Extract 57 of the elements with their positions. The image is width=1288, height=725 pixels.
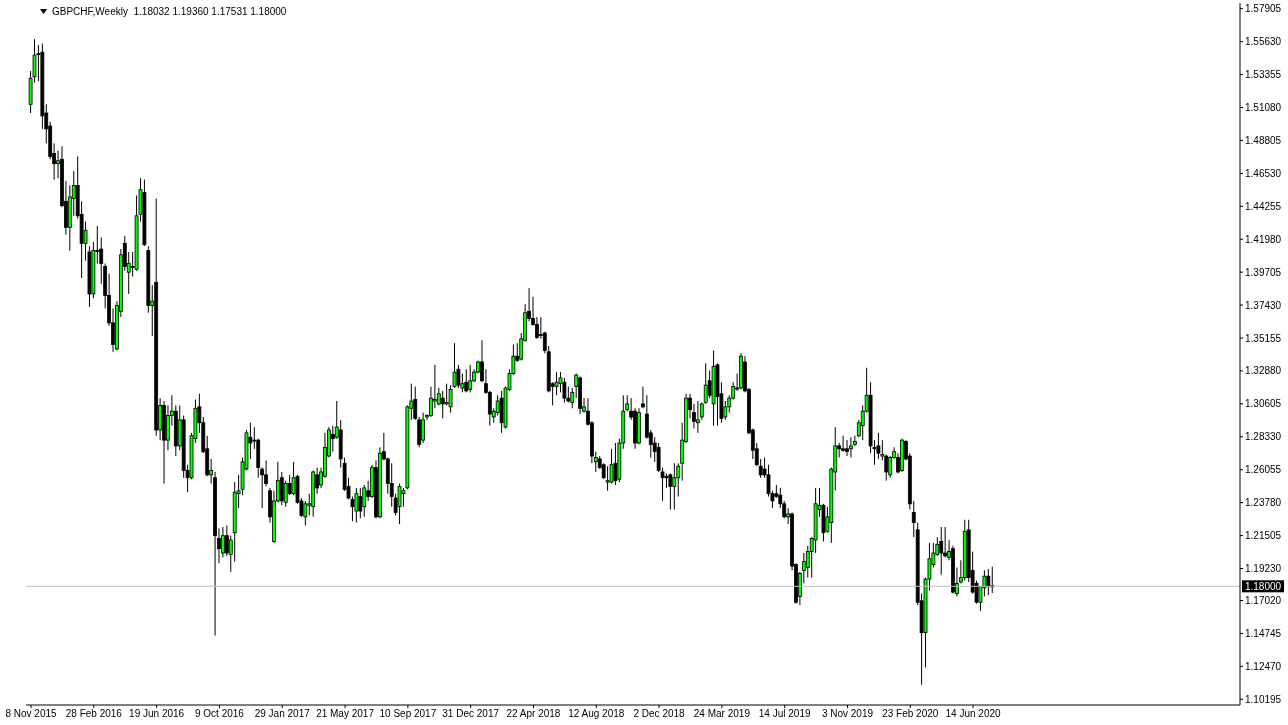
candlestick: [986, 568, 991, 596]
x-tick-label: 29 Jan 2017: [254, 708, 311, 720]
x-tick-label: 19 Jun 2016: [129, 708, 185, 720]
y-tick-label: 1.53355: [1245, 69, 1282, 81]
y-tick-label: 1.48805: [1245, 134, 1282, 146]
y-tick-label: 1.57905: [1245, 3, 1282, 15]
candlestick: [845, 439, 849, 457]
y-tick-label: 1.26055: [1245, 464, 1282, 476]
candlestick: [605, 465, 610, 492]
candlestick: [672, 462, 677, 511]
y-tick-label: 1.17020: [1245, 595, 1282, 607]
y-tick-label: 1.19230: [1245, 563, 1282, 575]
candlestick: [664, 472, 669, 489]
candlestick: [397, 483, 402, 525]
y-tick-label: 1.37430: [1245, 299, 1282, 311]
y-tick-label: 1.14745: [1245, 627, 1282, 639]
ref-line-label: 1.18000: [1244, 581, 1282, 593]
x-tick-label: 10 Sep 2017: [379, 708, 437, 720]
y-tick-label: 1.32880: [1245, 365, 1282, 377]
x-tick-label: 24 Mar 2019: [693, 708, 751, 720]
y-tick-label: 1.51080: [1245, 102, 1282, 114]
y-tick-label: 1.35155: [1245, 332, 1282, 344]
x-tick-label: 8 Nov 2015: [5, 708, 58, 720]
x-tick-label: 14 Jun 2020: [945, 708, 1002, 720]
candlestick: [421, 412, 425, 444]
y-tick-label: 1.21505: [1245, 530, 1282, 542]
candlestick: [849, 436, 853, 458]
candlestick: [695, 400, 700, 434]
y-tick-label: 1.12470: [1245, 660, 1282, 672]
candlestick: [303, 500, 308, 527]
x-tick-label: 28 Feb 2016: [65, 708, 123, 720]
candlestick: [354, 487, 359, 524]
x-tick-label: 21 May 2017: [316, 708, 375, 720]
candlestick: [570, 387, 575, 409]
x-tick-label: 23 Feb 2020: [882, 708, 939, 720]
candlestick: [362, 484, 367, 518]
candlestick: [358, 487, 363, 519]
y-tick-label: 1.23780: [1245, 497, 1282, 509]
x-tick-label: 9 Oct 2016: [194, 708, 245, 720]
y-tick-label: 1.39705: [1245, 266, 1282, 278]
y-tick-label: 1.30605: [1245, 398, 1282, 410]
x-tick-label: 22 Apr 2018: [506, 708, 561, 720]
chart-title: GBPCHF,Weekly 1.18032 1.19360 1.17531 1.18000: [52, 6, 287, 17]
candlestick: [613, 442, 618, 486]
y-tick-label: 1.41980: [1245, 233, 1282, 245]
x-tick-label: 12 Aug 2018: [568, 708, 625, 720]
y-tick-label: 1.55630: [1245, 36, 1282, 48]
x-tick-label: 2 Dec 2018: [633, 708, 686, 720]
x-tick-label: 3 Nov 2019: [821, 708, 874, 720]
y-tick-label: 1.10195: [1245, 693, 1282, 705]
candlestick: [939, 526, 944, 576]
x-tick-label: 14 Jul 2019: [758, 708, 811, 720]
y-tick-label: 1.44255: [1245, 200, 1282, 212]
y-tick-label: 1.46530: [1245, 167, 1282, 179]
y-tick-label: 1.28330: [1245, 431, 1282, 443]
x-tick-label: 31 Dec 2017: [442, 708, 500, 720]
candlestick: [841, 435, 845, 453]
